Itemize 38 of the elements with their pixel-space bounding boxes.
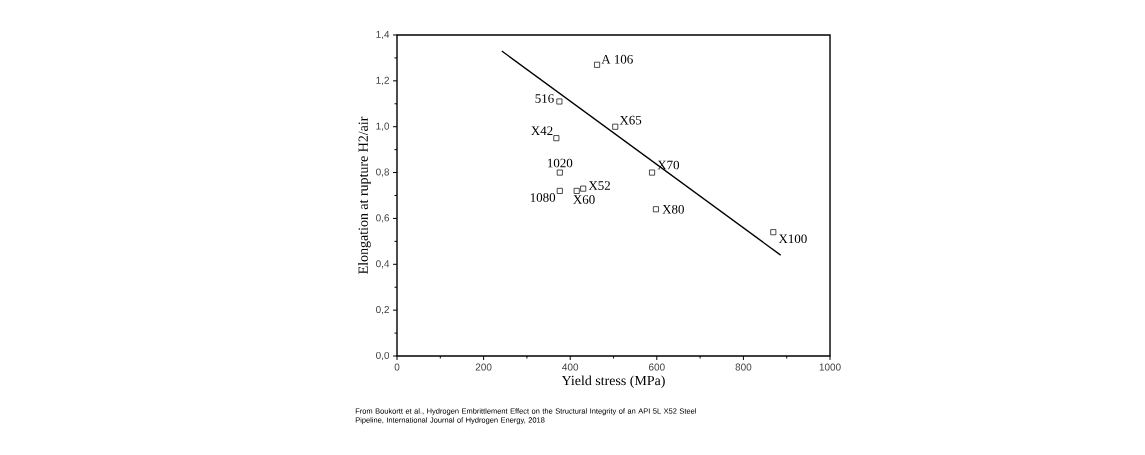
y-tick-label: 0,0 bbox=[376, 351, 390, 361]
x-tick-label: 200 bbox=[475, 363, 492, 371]
point bbox=[553, 135, 560, 142]
y-axis-title: Elongation at rupture H2/air bbox=[358, 116, 371, 274]
y-tick-label: 1,0 bbox=[376, 122, 390, 131]
point bbox=[556, 98, 563, 105]
point bbox=[770, 229, 777, 236]
y-tick-label: 0,8 bbox=[376, 168, 390, 177]
x-tick-label: 600 bbox=[649, 363, 665, 371]
annotation: X65 bbox=[619, 115, 642, 125]
point bbox=[556, 187, 563, 194]
y-tick-label: 0,6 bbox=[376, 214, 390, 223]
annotation: 516 bbox=[535, 94, 554, 103]
point bbox=[594, 61, 600, 68]
x-tick-label: 400 bbox=[562, 363, 579, 371]
annotation: X100 bbox=[778, 234, 807, 244]
y-tick-label: 0,2 bbox=[376, 306, 389, 315]
point bbox=[612, 123, 619, 130]
annotation: X80 bbox=[662, 204, 684, 214]
point bbox=[652, 206, 659, 213]
x-tick-label: 800 bbox=[735, 363, 752, 371]
point bbox=[556, 169, 563, 176]
y-tick-label: 1,4 bbox=[376, 30, 390, 40]
annotation: X52 bbox=[588, 181, 610, 190]
point bbox=[649, 169, 655, 176]
annotation: A 106 bbox=[601, 54, 633, 64]
y-tick-label: 1,2 bbox=[376, 76, 389, 85]
annotation: X70 bbox=[657, 160, 680, 170]
annotation: 1020 bbox=[548, 158, 573, 168]
point bbox=[580, 185, 587, 192]
annotation: X42 bbox=[531, 126, 553, 135]
x-tick-label: 0 bbox=[394, 363, 400, 371]
annotation: X60 bbox=[573, 195, 595, 204]
annotation: 1080 bbox=[530, 193, 556, 202]
point bbox=[573, 187, 580, 194]
y-tick-label: 0,4 bbox=[376, 260, 390, 269]
x-tick-label: 1000 bbox=[819, 363, 841, 371]
x-axis-title: Yield stress (MPa) bbox=[561, 375, 665, 389]
